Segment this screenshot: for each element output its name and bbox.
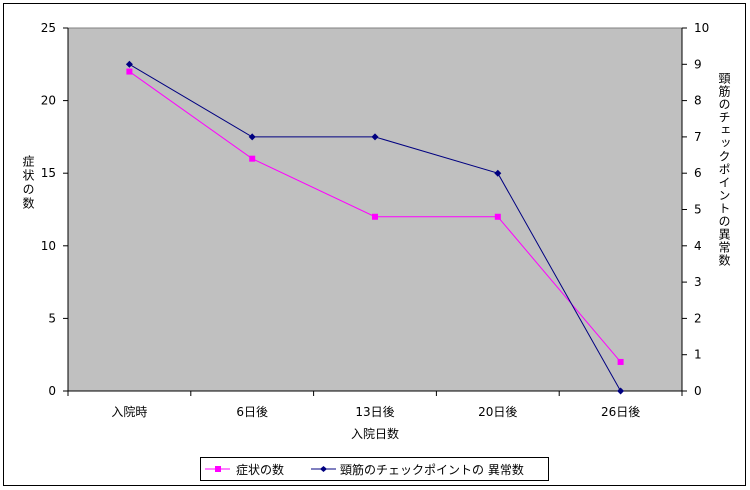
x-tick-label: 6日後 <box>236 405 268 419</box>
data-point-diamond <box>617 387 625 395</box>
data-point-square <box>249 155 256 162</box>
y-tick-label: 5 <box>48 311 56 325</box>
data-point-square <box>494 213 501 220</box>
x-tick-label: 20日後 <box>478 405 517 419</box>
y2-tick-label: 3 <box>694 275 702 289</box>
y2-tick-label: 10 <box>694 21 709 35</box>
y2-tick-label: 9 <box>694 57 702 71</box>
y-tick-label: 0 <box>48 384 56 398</box>
legend-marker-diamond <box>320 466 327 472</box>
legend-label-symptoms: 症状の数 <box>236 462 284 477</box>
data-point-square <box>126 68 133 75</box>
legend: 症状の数 頸筋のチェックポイントの 異常数 <box>200 457 549 481</box>
y2-tick-label: 4 <box>694 239 702 253</box>
y-axis-title: 症状の数 <box>21 154 35 211</box>
y2-tick-label: 8 <box>694 94 702 108</box>
x-tick-label: 26日後 <box>601 405 640 419</box>
y-tick-label: 20 <box>41 94 56 108</box>
y2-tick-label: 7 <box>694 130 702 144</box>
legend-marker-square <box>215 466 221 472</box>
x-axis-title: 入院日数 <box>351 426 399 441</box>
y-tick-label: 15 <box>41 166 56 180</box>
data-point-square <box>372 213 378 220</box>
data-point-diamond <box>248 133 256 141</box>
y2-tick-label: 1 <box>694 348 702 362</box>
y2-tick-label: 6 <box>694 166 702 180</box>
y2-tick-label: 0 <box>694 384 702 398</box>
data-point-diamond <box>371 133 379 141</box>
y-tick-label: 10 <box>41 239 56 253</box>
data-point-diamond <box>125 60 133 68</box>
legend-label-neck: 頸筋のチェックポイントの 異常数 <box>340 462 524 477</box>
data-point-diamond <box>494 169 502 177</box>
y2-tick-label: 5 <box>694 203 702 217</box>
data-point-square <box>617 358 624 365</box>
x-tick-label: 13日後 <box>355 405 394 419</box>
x-tick-label: 入院時 <box>111 405 147 419</box>
y2-axis-title: 頸筋のチェックポイントの異常数 <box>717 72 731 267</box>
y-tick-label: 25 <box>41 21 56 35</box>
y2-tick-label: 2 <box>694 311 702 325</box>
